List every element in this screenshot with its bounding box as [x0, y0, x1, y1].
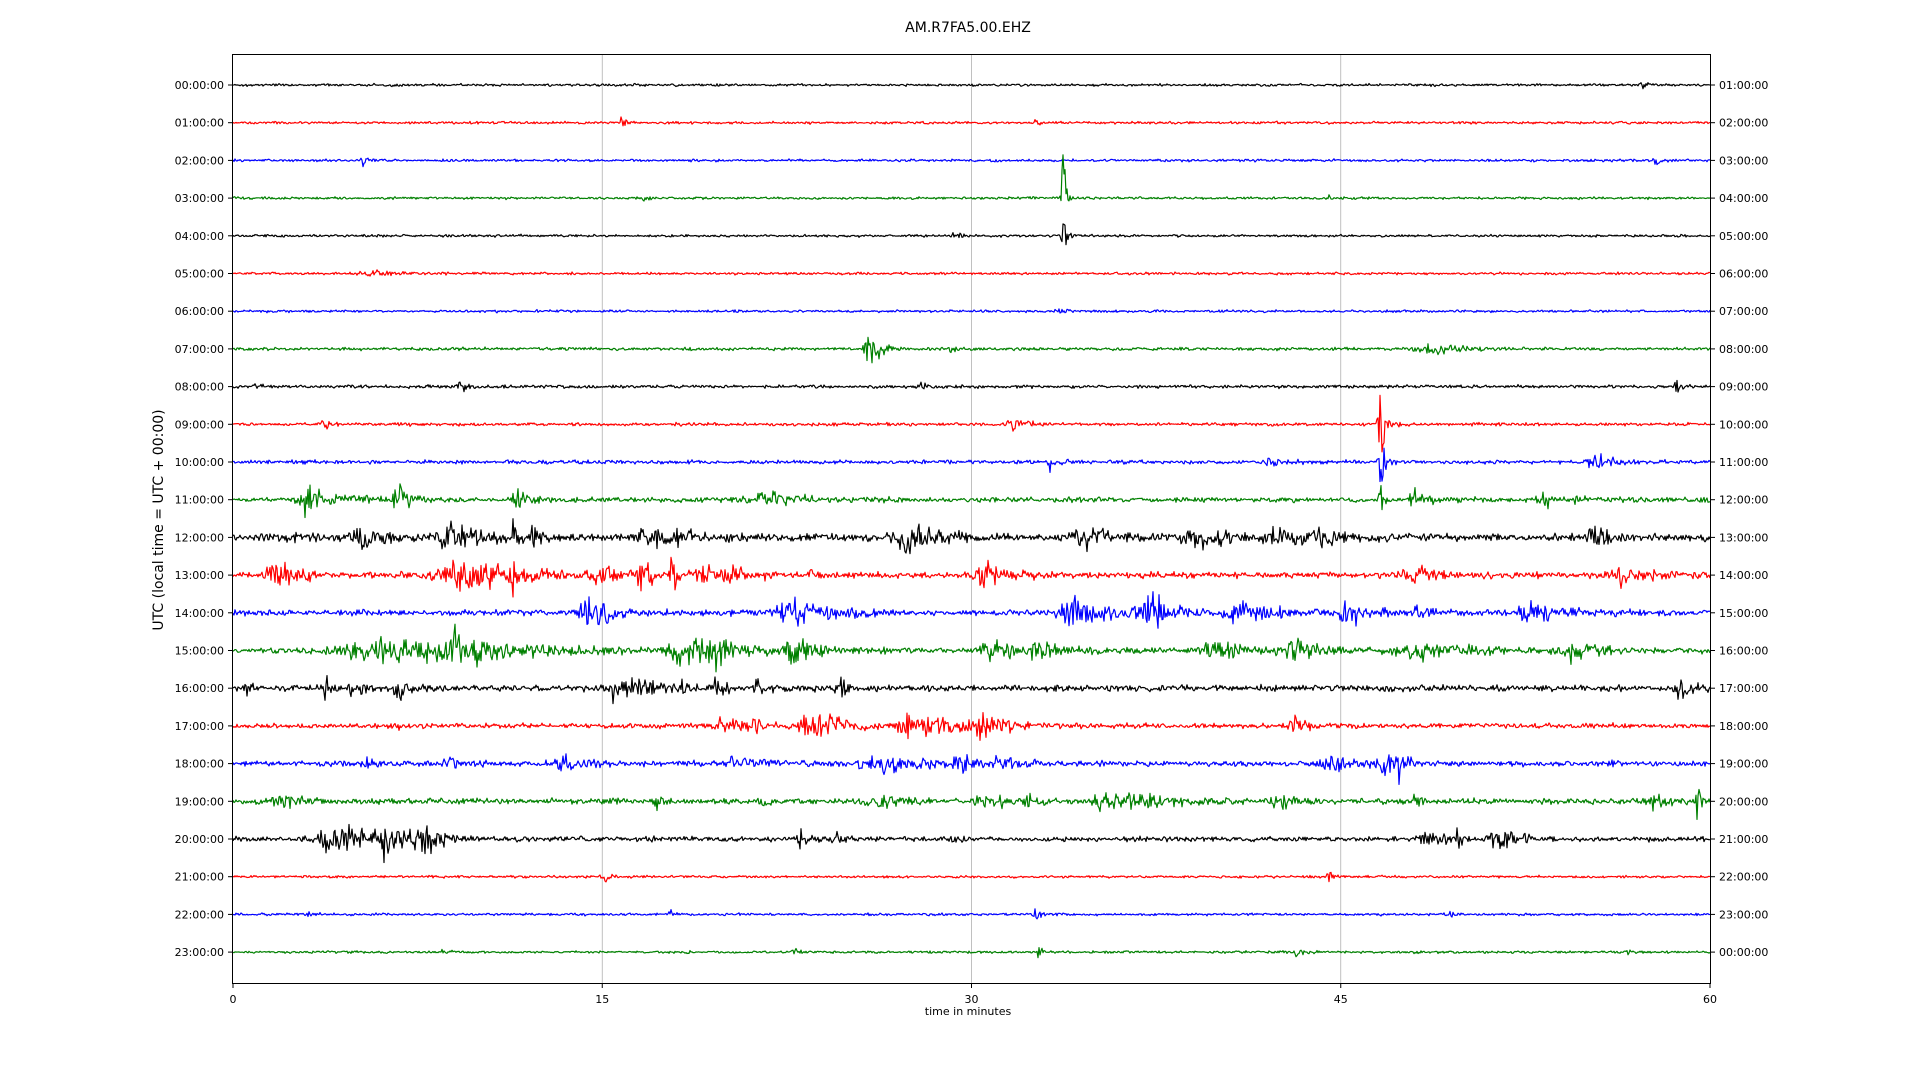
trace-row-16	[232, 674, 1711, 705]
y-tick-label-left: 10:00:00	[175, 456, 224, 469]
y-tick-label-left: 04:00:00	[175, 230, 224, 243]
row-labels: 00:00:00 01:00:00 02:00:00 03:00:00 04:00:00…	[175, 79, 1769, 959]
y-tick-label-right: 08:00:00	[1719, 343, 1768, 356]
y-tick-label-left: 13:00:00	[175, 569, 224, 582]
x-tick-label: 30	[965, 993, 979, 1006]
y-tick-label-right: 02:00:00	[1719, 117, 1768, 130]
y-tick-label-right: 13:00:00	[1719, 531, 1768, 544]
trace-row-12	[232, 518, 1711, 555]
trace-row-2	[232, 157, 1711, 168]
y-tick-label-left: 21:00:00	[175, 871, 224, 884]
trace-row-9	[232, 394, 1711, 453]
y-tick-label-right: 03:00:00	[1719, 154, 1768, 167]
y-tick-label-left: 23:00:00	[175, 946, 224, 959]
y-tick-label-right: 18:00:00	[1719, 720, 1768, 733]
y-tick-label-right: 12:00:00	[1719, 494, 1768, 507]
x-tick-label: 45	[1334, 993, 1348, 1006]
trace-row-23	[232, 947, 1711, 959]
y-tick-label-left: 19:00:00	[175, 795, 224, 808]
x-tick-label: 60	[1703, 993, 1717, 1006]
seismic-traces	[232, 82, 1711, 959]
y-tick-label-left: 12:00:00	[175, 531, 224, 544]
y-tick-label-right: 01:00:00	[1719, 79, 1768, 92]
y-tick-label-left: 14:00:00	[175, 607, 224, 620]
y-tick-label-right: 11:00:00	[1719, 456, 1768, 469]
y-tick-label-left: 22:00:00	[175, 908, 224, 921]
y-tick-label-right: 00:00:00	[1719, 946, 1768, 959]
trace-row-21	[232, 871, 1711, 883]
trace-row-7	[232, 336, 1711, 364]
trace-row-1	[232, 116, 1711, 127]
y-tick-label-left: 09:00:00	[175, 418, 224, 431]
y-tick-label-right: 23:00:00	[1719, 908, 1768, 921]
x-tick-label: 0	[230, 993, 237, 1006]
y-tick-label-right: 17:00:00	[1719, 682, 1768, 695]
y-tick-label-left: 06:00:00	[175, 305, 224, 318]
trace-row-13	[232, 556, 1711, 598]
trace-row-15	[232, 623, 1711, 673]
y-tick-label-left: 20:00:00	[175, 833, 224, 846]
y-axis-label: UTC (local time = UTC + 00:00)	[151, 409, 167, 630]
trace-row-0	[232, 82, 1711, 90]
y-tick-label-right: 07:00:00	[1719, 305, 1768, 318]
y-tick-label-right: 21:00:00	[1719, 833, 1768, 846]
grid-lines	[601, 55, 1342, 983]
y-tick-label-left: 08:00:00	[175, 381, 224, 394]
x-axis-ticks: 0 15 30 45 60	[230, 983, 1717, 1006]
plot-frame	[232, 54, 1711, 984]
y-tick-label-left: 15:00:00	[175, 645, 224, 658]
trace-row-3	[232, 154, 1711, 202]
y-tick-label-right: 10:00:00	[1719, 418, 1768, 431]
trace-row-19	[232, 788, 1711, 821]
y-tick-label-left: 16:00:00	[175, 682, 224, 695]
y-tick-label-left: 00:00:00	[175, 79, 224, 92]
trace-row-22	[232, 908, 1711, 920]
y-tick-label-right: 06:00:00	[1719, 268, 1768, 281]
y-tick-label-left: 01:00:00	[175, 117, 224, 130]
trace-row-17	[232, 712, 1711, 741]
trace-row-18	[232, 753, 1711, 786]
y-tick-label-left: 02:00:00	[175, 154, 224, 167]
y-tick-label-right: 14:00:00	[1719, 569, 1768, 582]
trace-row-20	[232, 823, 1711, 864]
y-tick-label-right: 22:00:00	[1719, 871, 1768, 884]
y-tick-label-right: 09:00:00	[1719, 381, 1768, 394]
y-tick-label-left: 07:00:00	[175, 343, 224, 356]
y-tick-label-left: 11:00:00	[175, 494, 224, 507]
y-tick-label-left: 17:00:00	[175, 720, 224, 733]
trace-row-5	[232, 269, 1711, 277]
trace-row-6	[232, 308, 1711, 314]
x-axis-label: time in minutes	[925, 1005, 1012, 1018]
y-tick-label-left: 18:00:00	[175, 758, 224, 771]
y-tick-label-right: 20:00:00	[1719, 795, 1768, 808]
y-tick-label-right: 04:00:00	[1719, 192, 1768, 205]
trace-row-14	[232, 591, 1711, 629]
trace-row-8	[232, 379, 1711, 393]
trace-row-10	[232, 447, 1711, 483]
y-tick-label-left: 05:00:00	[175, 268, 224, 281]
y-tick-label-right: 05:00:00	[1719, 230, 1768, 243]
chart-title: AM.R7FA5.00.EHZ	[905, 20, 1031, 36]
y-tick-label-right: 16:00:00	[1719, 645, 1768, 658]
trace-row-4	[232, 223, 1711, 246]
y-tick-label-left: 03:00:00	[175, 192, 224, 205]
y-tick-label-right: 15:00:00	[1719, 607, 1768, 620]
x-tick-label: 15	[595, 993, 609, 1006]
trace-row-11	[232, 483, 1710, 519]
y-tick-label-right: 19:00:00	[1719, 758, 1768, 771]
